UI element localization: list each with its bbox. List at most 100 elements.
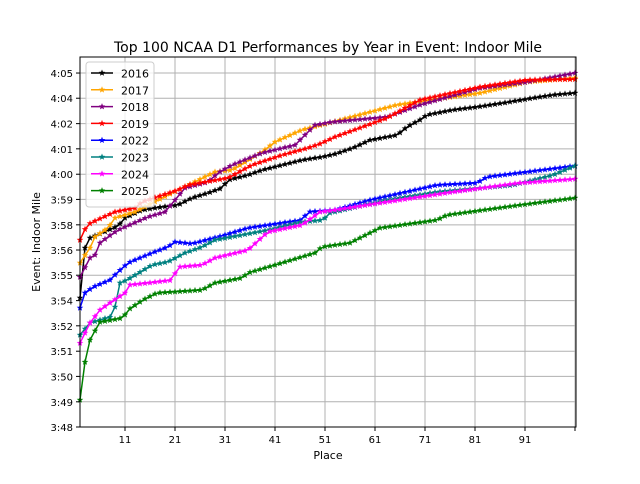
data-point-2022 [206,235,214,242]
legend-marker-2019 [98,119,106,127]
data-point-2024 [161,277,169,284]
data-point-2018 [186,183,194,190]
data-point-2023 [326,209,334,216]
data-point-2024 [436,190,444,197]
data-point-2018 [356,115,364,123]
data-point-2018 [101,235,109,242]
data-point-2022 [166,242,174,249]
data-point-2017 [486,87,494,94]
data-point-2025 [321,243,329,250]
data-point-2025 [546,197,554,204]
data-point-2024 [456,187,464,194]
data-point-2019 [306,143,314,151]
data-point-2023 [171,254,179,261]
data-point-2023 [161,259,169,266]
data-point-2025 [401,221,409,228]
data-point-2024 [541,177,549,184]
data-point-2018 [446,93,454,100]
data-point-2024 [136,280,144,287]
data-point-2023 [546,172,554,179]
x-tick-label: 11 [119,435,132,446]
data-point-2025 [456,209,464,217]
data-point-2022 [466,179,474,187]
data-point-2017 [106,221,114,228]
data-point-2025 [536,199,544,206]
data-point-2023 [146,262,154,269]
data-point-2025 [516,201,524,208]
data-point-2022 [401,188,409,195]
data-point-2025 [251,267,259,274]
data-point-2025 [146,292,154,300]
y-tick-label: 3:51 [51,347,73,358]
data-point-2022 [151,248,159,255]
data-point-2019 [181,183,189,190]
data-point-2019 [456,87,464,95]
data-point-2024 [401,195,409,202]
data-point-2025 [86,336,94,343]
data-point-2016 [81,244,89,251]
series-line-2024 [79,178,576,344]
data-point-2024 [361,201,369,209]
data-point-2017 [116,212,124,220]
data-point-2016 [546,91,554,99]
data-point-2017 [456,92,464,99]
data-point-2016 [236,173,244,180]
data-point-2019 [356,124,364,131]
data-point-2024 [311,212,319,219]
data-point-2024 [486,183,494,190]
data-point-2018 [216,168,224,175]
data-point-2022 [536,166,544,174]
data-point-2017 [506,82,514,89]
data-point-2019 [296,146,304,153]
y-tick-label: 3:48 [51,423,73,434]
data-point-2018 [371,114,379,121]
data-point-2025 [156,289,164,296]
data-point-2018 [286,142,294,150]
data-point-2022 [486,173,494,180]
data-point-2022 [421,184,429,191]
data-point-2023 [311,217,319,224]
data-point-2019 [336,131,344,138]
data-point-2025 [196,286,204,293]
data-point-2016 [531,94,539,101]
data-point-2024 [146,279,154,286]
data-point-2022 [356,199,364,206]
data-point-2016 [426,110,434,118]
data-point-2024 [176,263,184,270]
data-point-2025 [286,257,294,264]
data-point-2018 [416,101,424,108]
data-point-2022 [281,219,289,226]
data-point-2025 [266,263,274,270]
data-point-2022 [226,230,234,237]
data-point-2019 [286,149,294,156]
data-point-2024 [241,247,249,254]
data-point-2025 [91,327,99,334]
data-point-2024 [481,184,489,191]
data-point-2023 [156,259,164,267]
data-point-2025 [496,204,504,211]
data-point-2019 [261,157,269,164]
data-point-2022 [146,250,154,257]
data-point-2025 [571,194,579,201]
data-point-2016 [231,174,239,182]
data-point-2023 [561,166,569,173]
data-point-2016 [521,95,529,103]
data-point-2022 [311,207,319,215]
data-point-2025 [376,224,384,231]
data-point-2024 [556,176,564,183]
data-point-2016 [226,176,234,183]
data-point-2019 [561,75,569,83]
legend-marker-2022 [98,136,106,143]
data-point-2018 [166,202,174,209]
data-point-2019 [281,150,289,158]
data-point-2024 [346,204,354,211]
data-point-2016 [486,101,494,108]
data-point-2017 [196,175,204,183]
data-point-2016 [391,132,399,139]
data-point-2019 [106,210,114,217]
data-point-2023 [196,244,204,251]
data-point-2017 [361,109,369,117]
data-point-2016 [281,160,289,168]
data-point-2025 [531,199,539,206]
data-point-2017 [131,208,139,215]
